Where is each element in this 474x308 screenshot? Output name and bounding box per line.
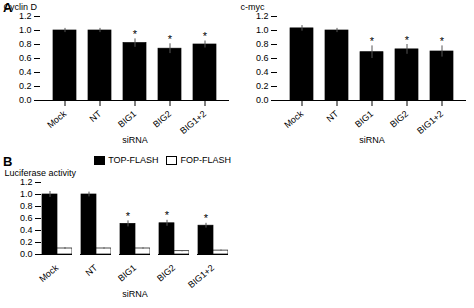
svg-text:BIG1: BIG1 — [116, 109, 138, 130]
svg-text:NT: NT — [325, 108, 341, 124]
svg-text:BIG1+2: BIG1+2 — [415, 109, 445, 136]
svg-text:0.2: 0.2 — [20, 237, 33, 247]
svg-text:0.8: 0.8 — [20, 201, 33, 211]
svg-text:BIG1: BIG1 — [116, 263, 138, 284]
svg-text:1.0: 1.0 — [19, 25, 32, 35]
svg-text:0.6: 0.6 — [256, 53, 269, 63]
svg-text:1.2: 1.2 — [19, 11, 32, 21]
svg-text:NT: NT — [84, 262, 100, 278]
svg-text:0.2: 0.2 — [256, 81, 269, 91]
svg-text:0.4: 0.4 — [20, 225, 33, 235]
svg-text:Luciferase activity: Luciferase activity — [5, 168, 77, 178]
svg-text:siRNA: siRNA — [359, 135, 385, 145]
svg-text:BIG2: BIG2 — [155, 263, 177, 284]
svg-text:1.0: 1.0 — [256, 25, 269, 35]
svg-text:BIG1+2: BIG1+2 — [186, 263, 216, 290]
svg-text:*: * — [126, 210, 131, 222]
svg-text:BIG2: BIG2 — [151, 109, 173, 130]
svg-text:*: * — [168, 33, 173, 45]
svg-text:BIG2: BIG2 — [388, 109, 410, 130]
svg-text:*: * — [133, 28, 138, 40]
svg-text:0.2: 0.2 — [19, 81, 32, 91]
svg-text:BIG1: BIG1 — [353, 109, 375, 130]
svg-text:c-myc: c-myc — [241, 2, 265, 12]
svg-text:0.4: 0.4 — [19, 67, 32, 77]
svg-text:NT: NT — [88, 108, 104, 124]
svg-text:0.0: 0.0 — [20, 249, 33, 259]
svg-text:1.0: 1.0 — [20, 189, 33, 199]
svg-text:0.6: 0.6 — [20, 213, 33, 223]
svg-text:0.4: 0.4 — [256, 67, 269, 77]
svg-text:0.8: 0.8 — [19, 39, 32, 49]
svg-text:siRNA: siRNA — [122, 135, 148, 145]
svg-text:*: * — [165, 209, 170, 221]
svg-text:siRNA: siRNA — [122, 289, 148, 299]
svg-text:*: * — [440, 35, 445, 47]
svg-text:Mock: Mock — [45, 108, 68, 130]
svg-text:0.6: 0.6 — [19, 53, 32, 63]
svg-text:1.2: 1.2 — [20, 177, 33, 187]
svg-text:Mock: Mock — [37, 262, 60, 284]
svg-text:0.0: 0.0 — [256, 95, 269, 105]
svg-text:0.8: 0.8 — [256, 39, 269, 49]
svg-text:*: * — [405, 34, 410, 46]
svg-text:Mock: Mock — [282, 108, 305, 130]
svg-text:0.0: 0.0 — [19, 95, 32, 105]
svg-text:BIG1+2: BIG1+2 — [178, 109, 208, 136]
svg-text:*: * — [370, 35, 375, 47]
svg-text:*: * — [203, 30, 208, 42]
svg-text:*: * — [204, 212, 209, 224]
svg-text:1.2: 1.2 — [256, 11, 269, 21]
